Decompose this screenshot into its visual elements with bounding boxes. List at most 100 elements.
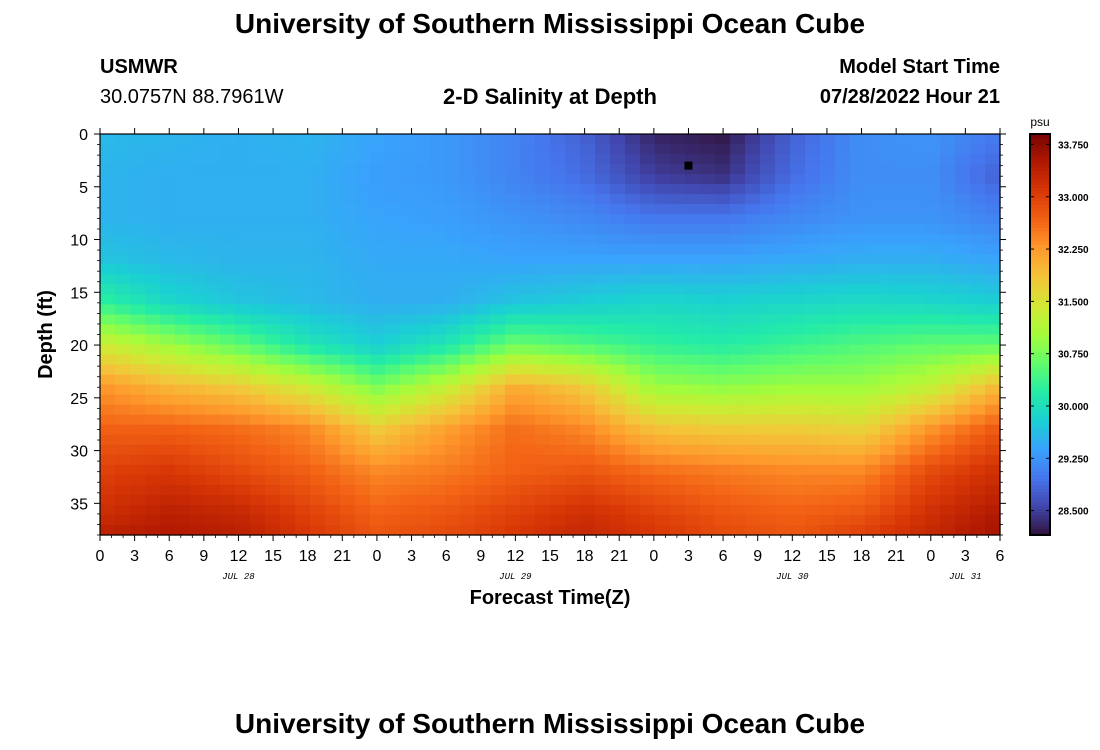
heatmap-cell [475,434,491,446]
heatmap-cell [685,484,701,496]
heatmap-cell [280,204,296,215]
heatmap-cell [475,524,491,536]
heatmap-cell [415,364,431,376]
heatmap-cell [235,204,251,215]
heatmap-cell [190,484,206,496]
heatmap-cell [280,194,296,205]
heatmap-cell [745,304,761,316]
heatmap-cell [550,334,566,346]
heatmap-cell [670,434,686,446]
heatmap-cell [235,274,251,285]
heatmap-cell [655,504,671,516]
heatmap-cell [445,334,461,346]
heatmap-cell [775,294,791,306]
heatmap-cell [310,134,326,145]
heatmap-cell [355,404,371,416]
heatmap-cell [565,254,581,265]
heatmap-cell [775,404,791,416]
heatmap-cell [745,254,761,265]
heatmap-cell [475,144,491,155]
heatmap-cell [955,474,971,486]
heatmap-cell [685,524,701,536]
heatmap-cell [850,314,866,326]
heatmap-cell [805,454,821,466]
heatmap-cell [430,324,446,336]
heatmap-cell [235,254,251,265]
heatmap-cell [235,144,251,155]
heatmap-cell [175,484,191,496]
heatmap-cell [895,354,911,366]
heatmap-cell [490,414,506,426]
heatmap-cell [280,324,296,336]
colorbar-swatch [1030,404,1050,409]
heatmap-cell [640,274,656,285]
heatmap-cell [310,384,326,396]
heatmap-cell [715,164,731,175]
heatmap-cell [415,134,431,145]
heatmap-cell [490,194,506,205]
heatmap-cell [400,344,416,356]
heatmap-cell [580,314,596,326]
heatmap-cell [340,484,356,496]
heatmap-cell [610,324,626,336]
heatmap-cell [865,514,881,526]
heatmap-cell [910,264,926,275]
heatmap-cell [805,504,821,516]
heatmap-cell [385,404,401,416]
heatmap-cell [640,294,656,306]
heatmap-cell [430,364,446,376]
heatmap-cell [460,514,476,526]
heatmap-cell [700,294,716,306]
y-tick-label: 10 [70,233,88,250]
heatmap-cell [880,394,896,406]
heatmap-cell [655,354,671,366]
heatmap-cell [865,224,881,235]
heatmap-cell [640,224,656,235]
heatmap-cell [340,364,356,376]
heatmap-cell [535,474,551,486]
heatmap-cell [940,264,956,275]
heatmap-cell [985,344,1001,356]
heatmap-cell [835,184,851,195]
heatmap-cell [385,184,401,195]
heatmap-cell [610,364,626,376]
heatmap-cell [880,174,896,185]
heatmap-cell [985,444,1001,456]
heatmap-cell [610,194,626,205]
heatmap-cell [550,424,566,436]
heatmap-cell [700,394,716,406]
heatmap-cell [115,474,131,486]
heatmap-cell [325,484,341,496]
heatmap-cell [835,234,851,245]
heatmap-cell [730,344,746,356]
heatmap-cell [895,244,911,255]
heatmap-cell [310,514,326,526]
heatmap-cell [460,484,476,496]
colorbar-swatch [1030,327,1050,332]
heatmap-cell [805,224,821,235]
heatmap-cell [730,304,746,316]
heatmap-cell [670,394,686,406]
heatmap-cell [880,214,896,225]
heatmap-cell [970,364,986,376]
heatmap-cell [595,464,611,476]
colorbar-swatch [1030,351,1050,356]
heatmap-cell [475,294,491,306]
heatmap-cell [985,414,1001,426]
heatmap-cell [385,394,401,406]
heatmap-cell [445,184,461,195]
heatmap-cell [460,164,476,175]
heatmap-cell [160,194,176,205]
heatmap-cell [535,434,551,446]
heatmap-cell [370,414,386,426]
heatmap-cell [355,314,371,326]
y-tick-label: 25 [70,391,88,408]
heatmap-cell [745,394,761,406]
heatmap-cell [175,414,191,426]
heatmap-cell [850,444,866,456]
heatmap-cell [280,264,296,275]
heatmap-cell [115,484,131,496]
heatmap-cell [145,504,161,516]
heatmap-cell [955,424,971,436]
heatmap-cell [265,344,281,356]
